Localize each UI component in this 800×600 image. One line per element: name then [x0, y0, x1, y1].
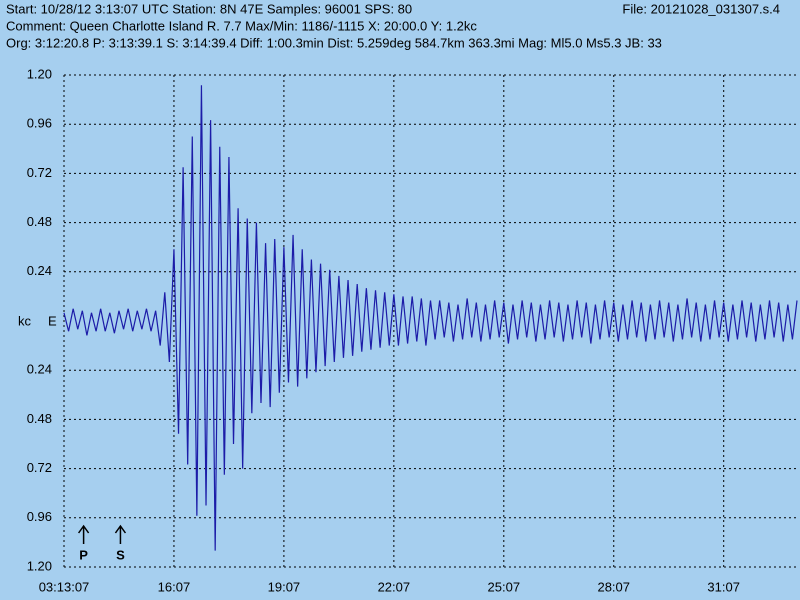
y-tick-label: 0.72 [27, 460, 52, 475]
y-tick-label: 0.96 [27, 509, 52, 524]
file-name: File: 20121028_031307.s.4 [622, 1, 780, 16]
x-tick-label: 28:07 [597, 579, 630, 594]
phase-label: S [116, 547, 125, 562]
x-tick-label: 19:07 [268, 579, 301, 594]
y-tick-label: 0.24 [27, 362, 52, 377]
x-tick-label: 25:07 [488, 579, 521, 594]
phase-arrow [114, 524, 127, 544]
y-tick-label: 1.20 [27, 66, 52, 81]
y-tick-label: 0.96 [27, 116, 52, 131]
phase-arrow [77, 524, 90, 544]
channel: E [48, 313, 57, 328]
info-line: Org: 3:12:20.8 P: 3:13:39.1 S: 3:14:39.4… [6, 35, 662, 50]
waveform [63, 85, 798, 551]
y-tick-label: 0.48 [27, 411, 52, 426]
y-tick-label: 0.72 [27, 165, 52, 180]
y-unit: kc [18, 313, 32, 328]
y-tick-label: 0.24 [27, 263, 52, 278]
x-tick-label: 16:07 [158, 579, 191, 594]
x-tick-label: 22:07 [378, 579, 411, 594]
phase-label: P [79, 547, 88, 562]
x-tick-label: 03:13:07 [39, 579, 90, 594]
info-line: Comment: Queen Charlotte Island R. 7.7 M… [6, 18, 477, 33]
x-tick-label: 31:07 [707, 579, 740, 594]
y-tick-label: 1.20 [27, 558, 52, 573]
info-line: Start: 10/28/12 3:13:07 UTC Station: 8N … [6, 1, 412, 16]
y-tick-label: 0.48 [27, 214, 52, 229]
